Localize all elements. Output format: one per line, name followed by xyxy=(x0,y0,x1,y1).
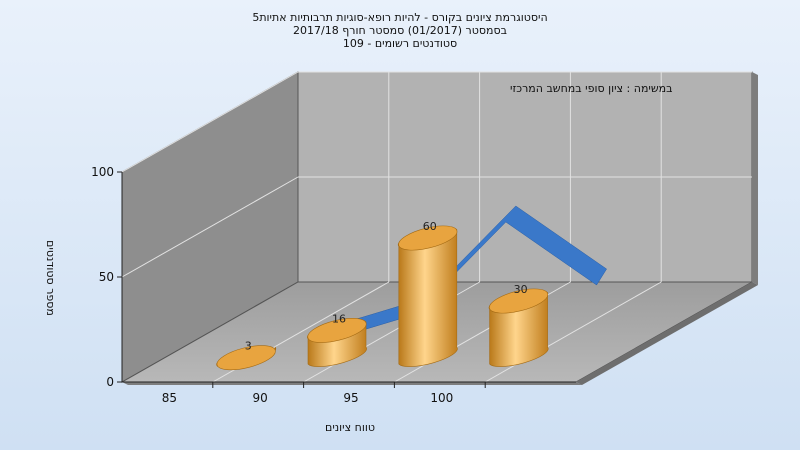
chart-right-edge xyxy=(752,72,758,285)
x-axis-label: טווח ציונים xyxy=(325,421,375,434)
gridline-left xyxy=(121,71,299,173)
chart-floor-side-edge xyxy=(576,282,758,385)
bar-85: 3 xyxy=(216,340,277,371)
y-axis-label: מספר סטודנטים xyxy=(44,240,57,316)
bar-value-label: 60 xyxy=(423,220,437,233)
x-tick-label: 85 xyxy=(162,391,177,405)
bar-top xyxy=(489,288,549,314)
bar-value-label: 30 xyxy=(514,283,528,296)
x-tick-label: 95 xyxy=(343,391,358,405)
bar-95: 60 xyxy=(397,220,458,367)
x-tick-label: 90 xyxy=(253,391,268,405)
y-axis-ticks: 0 50 100 xyxy=(91,165,122,389)
bar-100: 30 xyxy=(488,283,549,367)
x-axis-ticks: 85 90 95 100 xyxy=(162,382,486,405)
y-tick-label: 100 xyxy=(91,165,114,179)
y-tick-label: 50 xyxy=(99,270,114,284)
bar-top xyxy=(307,317,367,343)
bar-top xyxy=(216,345,276,371)
bar-series: 3 16 60 30 xyxy=(216,220,549,371)
bar-top xyxy=(398,225,458,251)
gridline-left xyxy=(121,176,299,278)
chart-title-line-3: סטודנטים רשומים - 109 xyxy=(342,37,458,50)
bar-value-label: 3 xyxy=(245,340,252,353)
bar-90: 16 xyxy=(307,312,367,367)
y-tick-label: 0 xyxy=(106,375,114,389)
x-tick-label: 100 xyxy=(430,391,453,405)
bar-value-label: 16 xyxy=(332,312,346,325)
chart-annotation: במשימה : ציון סופי במחשב המרכזי xyxy=(510,82,673,95)
chart-floor-edge xyxy=(122,382,582,385)
chart-title-line-2: בסמסטר (01/2017) סמסטר חורף 2017/18 xyxy=(293,24,507,37)
chart-title-line-1: היסטוגרמת ציונים בקורס - להיות רופא-סוגי… xyxy=(252,11,548,24)
